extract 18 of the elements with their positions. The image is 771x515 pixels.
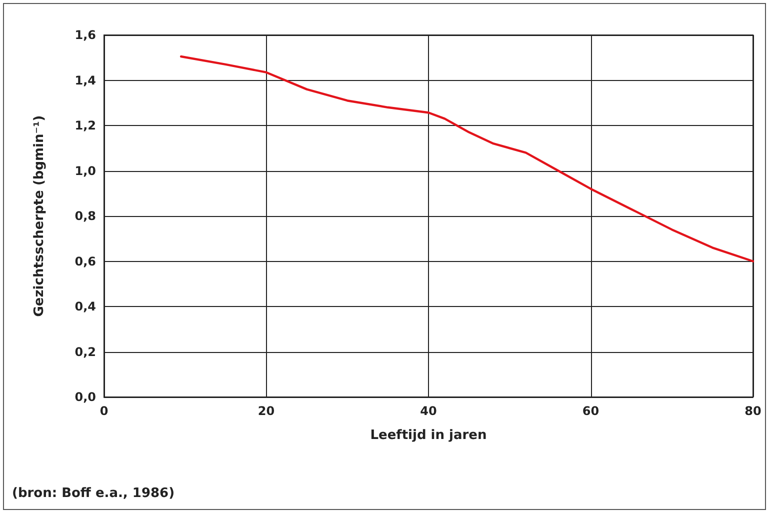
line-series [180,55,754,262]
y-tick-label: 1,4 [74,73,96,88]
x-tick-label: 0 [100,404,108,418]
y-tick-label: 0,4 [74,300,96,314]
x-tick-label: 20 [258,404,275,418]
y-tick-label: 1,0 [74,164,96,178]
y-axis-title: Gezichtsscherpte (bgmin⁻¹) [32,115,47,317]
x-tick-label: 60 [582,404,600,418]
x-axis-title: Leeftijd in jaren [370,428,487,443]
y-tick-label: 0,6 [74,254,96,268]
y-tick-label: 1,2 [74,118,96,132]
text: (bron: Boff e.a., 1986) [12,486,175,501]
x-tick-label: 40 [420,404,437,418]
x-tick-label: 80 [744,404,762,418]
y-tick-label: 0,2 [74,344,96,359]
y-tick-label: 0,8 [74,209,96,223]
y-tick-label: 1,6 [74,28,96,42]
y-tick-label: 0,0 [74,390,96,404]
